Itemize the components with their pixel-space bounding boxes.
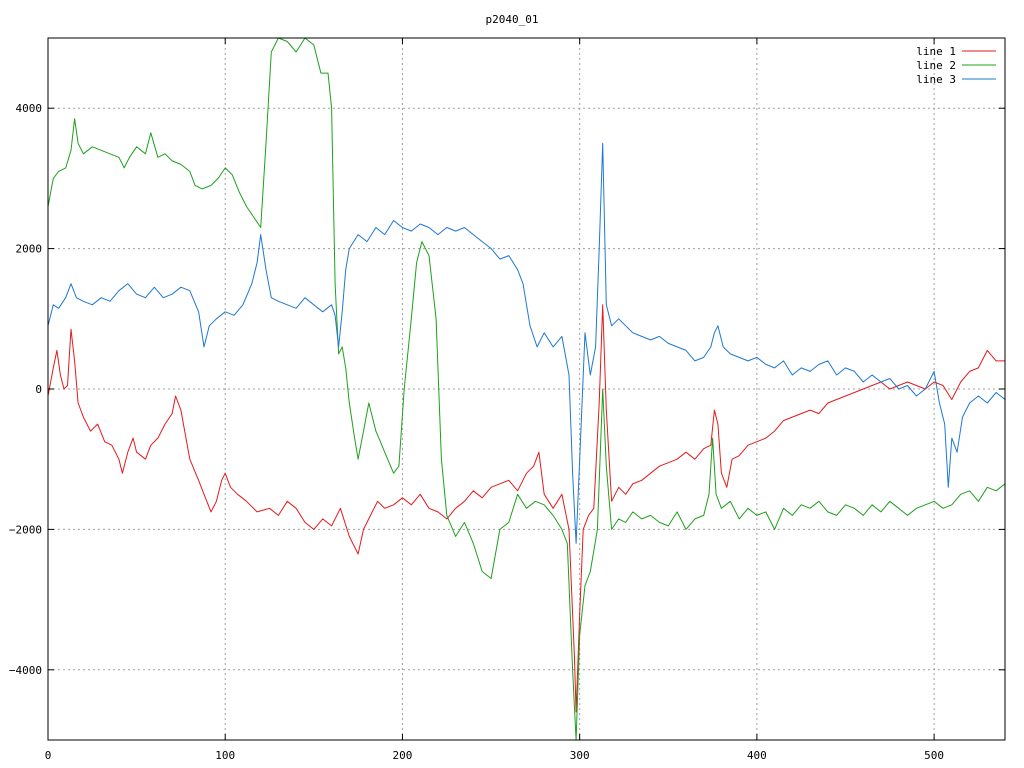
chart-title: p2040_01 [486,13,539,26]
x-tick-label: 0 [45,749,52,762]
x-tick-label: 400 [747,749,767,762]
x-tick-label: 300 [570,749,590,762]
y-tick-label: 2000 [16,243,43,256]
legend-label: line 1 [916,45,956,58]
legend-label: line 2 [916,59,956,72]
legend-label: line 3 [916,73,956,86]
x-tick-label: 100 [215,749,235,762]
series-lines [48,38,1005,740]
series-line-3 [48,142,1005,544]
y-tick-label: 0 [35,383,42,396]
axis-ticks: 0 100 200 300 400 500 −4000 −2000 0 2000 4000 [9,38,1005,762]
y-tick-label: −2000 [9,523,42,536]
x-tick-label: 200 [393,749,413,762]
x-tick-label: 500 [924,749,944,762]
y-tick-label: 4000 [16,102,43,115]
grid [48,38,1005,740]
y-tick-label: −4000 [9,664,42,677]
series-line-2 [48,38,1005,740]
series-line-1 [48,304,1005,713]
